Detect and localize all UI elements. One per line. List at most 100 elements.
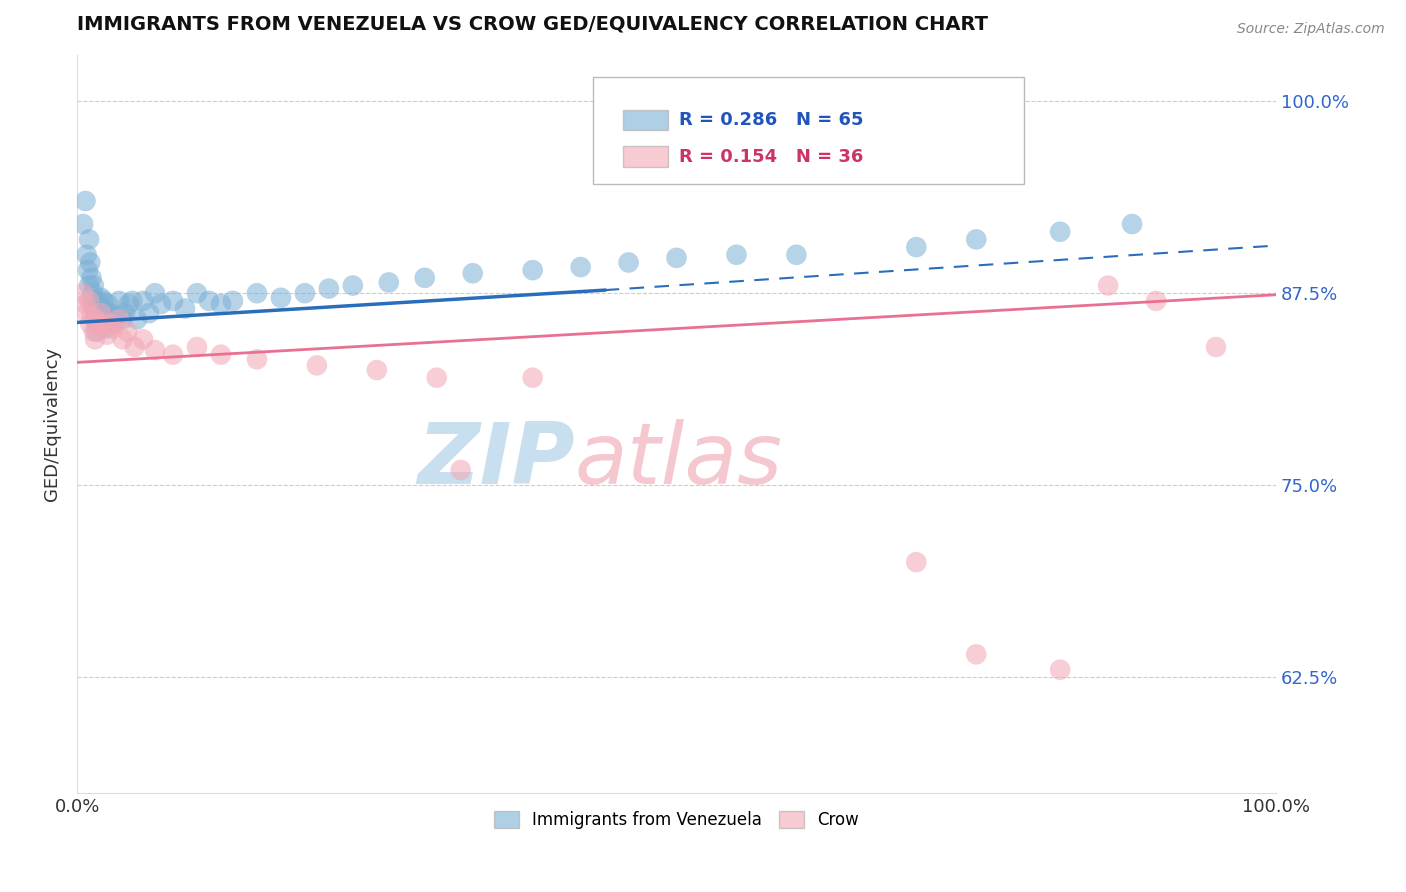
Point xyxy=(77,263,100,277)
Point xyxy=(84,312,107,326)
Point xyxy=(93,317,115,331)
Point xyxy=(965,232,987,246)
Point xyxy=(125,312,148,326)
Point xyxy=(72,217,94,231)
Point xyxy=(97,297,120,311)
Point xyxy=(101,317,124,331)
Point xyxy=(522,370,544,384)
Point xyxy=(186,340,208,354)
Text: R = 0.286   N = 65: R = 0.286 N = 65 xyxy=(679,111,863,129)
Point xyxy=(366,363,388,377)
Point xyxy=(617,255,640,269)
Point xyxy=(132,332,155,346)
Point xyxy=(965,648,987,662)
Text: ZIP: ZIP xyxy=(418,419,575,502)
Point xyxy=(198,293,221,308)
Point xyxy=(108,312,131,326)
Point xyxy=(294,286,316,301)
Point xyxy=(83,278,105,293)
Point xyxy=(87,317,110,331)
Point xyxy=(785,248,807,262)
Point xyxy=(1049,225,1071,239)
Point xyxy=(305,359,328,373)
Text: atlas: atlas xyxy=(575,419,783,502)
Point xyxy=(90,291,112,305)
Point xyxy=(378,276,401,290)
Point xyxy=(91,301,114,316)
Point xyxy=(104,310,127,324)
Point xyxy=(209,297,232,311)
Point xyxy=(96,327,118,342)
Point xyxy=(270,291,292,305)
FancyBboxPatch shape xyxy=(623,110,668,130)
Point xyxy=(246,286,269,301)
Point xyxy=(76,248,98,262)
Point xyxy=(87,317,110,331)
Point xyxy=(77,293,100,308)
Point xyxy=(1097,278,1119,293)
Point xyxy=(72,286,94,301)
Point xyxy=(82,286,104,301)
Point xyxy=(117,325,139,339)
Point xyxy=(90,310,112,324)
Point xyxy=(426,370,449,384)
Text: R = 0.154   N = 36: R = 0.154 N = 36 xyxy=(679,148,863,166)
Point xyxy=(90,306,112,320)
Point xyxy=(89,310,111,324)
Point xyxy=(83,301,105,316)
Point xyxy=(84,332,107,346)
Point xyxy=(121,293,143,308)
Point xyxy=(83,325,105,339)
Point xyxy=(162,348,184,362)
Point xyxy=(101,321,124,335)
Point xyxy=(132,293,155,308)
Point xyxy=(108,293,131,308)
Point xyxy=(96,310,118,324)
Point xyxy=(84,312,107,326)
Text: Source: ZipAtlas.com: Source: ZipAtlas.com xyxy=(1237,22,1385,37)
Point xyxy=(77,278,100,293)
Point xyxy=(143,286,166,301)
Point xyxy=(124,340,146,354)
Point xyxy=(1205,340,1227,354)
Point xyxy=(93,312,115,326)
Point xyxy=(80,293,103,308)
Point xyxy=(1121,217,1143,231)
Point xyxy=(1144,293,1167,308)
Point xyxy=(111,312,134,326)
Point xyxy=(150,297,173,311)
Point xyxy=(222,293,245,308)
Point xyxy=(905,555,928,569)
Point xyxy=(114,306,136,320)
Point xyxy=(77,232,100,246)
Point xyxy=(111,332,134,346)
Point xyxy=(461,266,484,280)
Point xyxy=(665,251,688,265)
Point xyxy=(75,194,97,208)
Point xyxy=(117,297,139,311)
Point xyxy=(138,306,160,320)
Point xyxy=(87,293,110,308)
Point xyxy=(84,293,107,308)
Point xyxy=(84,306,107,320)
Point xyxy=(725,248,748,262)
Point xyxy=(246,352,269,367)
Point xyxy=(94,321,117,335)
Point xyxy=(80,310,103,324)
Point xyxy=(450,463,472,477)
Point xyxy=(86,297,108,311)
Point xyxy=(93,293,115,308)
Y-axis label: GED/Equivalency: GED/Equivalency xyxy=(44,347,60,501)
Point xyxy=(413,270,436,285)
FancyBboxPatch shape xyxy=(592,77,1024,184)
Point xyxy=(80,270,103,285)
Point xyxy=(186,286,208,301)
Point xyxy=(79,317,101,331)
Point xyxy=(569,260,592,274)
Point xyxy=(1049,663,1071,677)
Point xyxy=(162,293,184,308)
Point xyxy=(143,343,166,357)
Point xyxy=(905,240,928,254)
Point xyxy=(209,348,232,362)
Point xyxy=(318,282,340,296)
